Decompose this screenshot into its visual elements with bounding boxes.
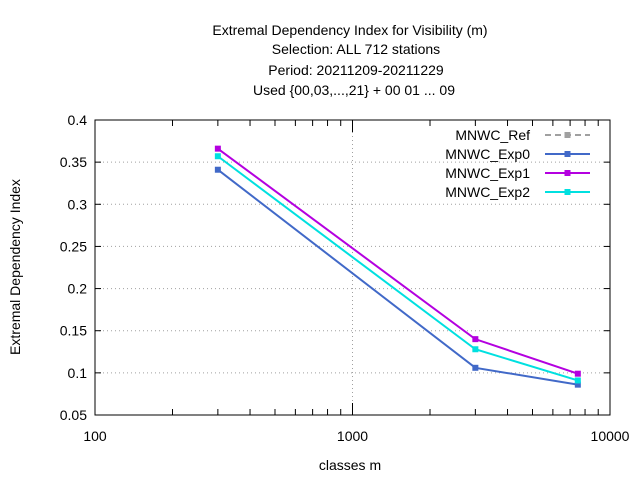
legend-marker (564, 132, 571, 138)
grid (95, 120, 610, 415)
y-axis-label: Extremal Dependency Index (7, 179, 23, 355)
y-tick-label: 0.4 (68, 112, 88, 128)
legend-label: MNWC_Ref (455, 127, 530, 143)
legend-label: MNWC_Exp0 (445, 146, 530, 162)
legend-label: MNWC_Exp1 (445, 165, 530, 181)
y-tick-label: 0.05 (60, 407, 87, 423)
data-point (214, 145, 221, 152)
x-tick-label: 100 (83, 428, 107, 444)
y-tick-label: 0.1 (68, 365, 88, 381)
x-tick-label: 10000 (591, 428, 630, 444)
axes: 0.05 0.1 0.15 0.2 0.25 0.3 0.35 0.4 100 1000 10000 (60, 112, 630, 444)
series-line (217, 168, 578, 386)
data-point (472, 364, 479, 371)
data-point (472, 346, 479, 353)
series-group (214, 145, 581, 388)
legend: MNWC_Ref MNWC_Exp0 MNWC_Exp1 MNWC_Exp2 (445, 127, 590, 200)
y-tick-label: 0.2 (68, 281, 88, 297)
legend-marker (564, 170, 571, 176)
chart-title: Extremal Dependency Index for Visibility… (212, 22, 487, 98)
x-axis-label: classes m (319, 457, 381, 473)
data-point (472, 336, 479, 343)
series-line (217, 147, 579, 375)
data-point (214, 166, 221, 173)
y-tick-label: 0.15 (60, 323, 87, 339)
y-tick-label: 0.25 (60, 238, 87, 254)
data-point (574, 377, 581, 384)
y-tick-label: 0.3 (68, 196, 88, 212)
y-tick-label: 0.35 (60, 154, 87, 170)
data-point (574, 381, 581, 388)
x-tick-label: 1000 (337, 428, 368, 444)
legend-marker (564, 151, 571, 157)
title-line-4: Used {00,03,...,21} + 00 01 ... 09 (253, 82, 455, 98)
title-line-2: Selection: ALL 712 stations (272, 41, 440, 57)
data-point (574, 370, 581, 377)
legend-label: MNWC_Exp2 (445, 184, 530, 200)
data-point (214, 153, 221, 160)
legend-marker (564, 189, 571, 195)
title-line-1: Extremal Dependency Index for Visibility… (212, 22, 487, 38)
title-line-3: Period: 20211209-20211229 (268, 62, 444, 78)
